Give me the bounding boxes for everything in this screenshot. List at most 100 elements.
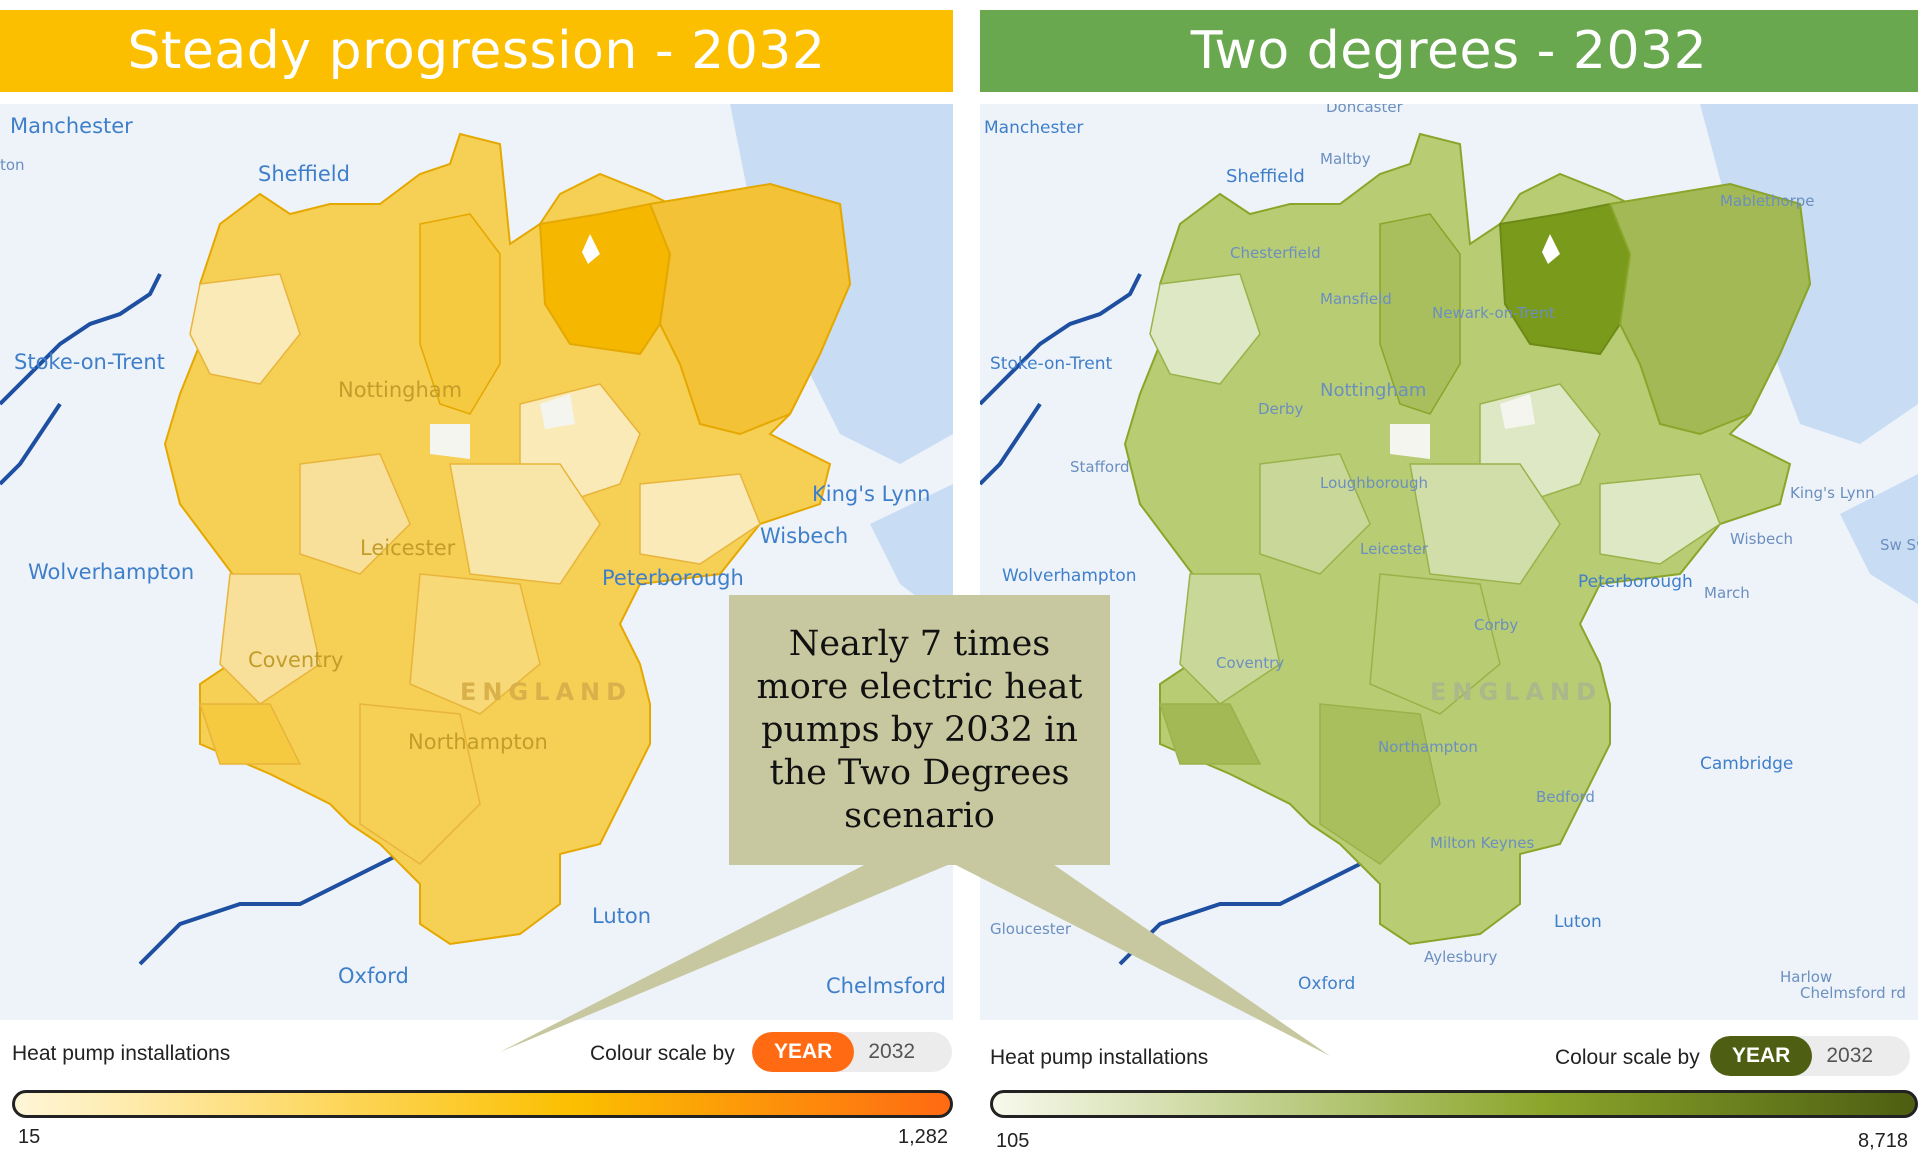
toggle-year-option[interactable]: YEAR [1710, 1036, 1813, 1076]
sea-area [1840, 474, 1918, 604]
district-none [582, 234, 600, 264]
place-label: Chelmsford rd [1800, 984, 1906, 1002]
place-label: Northampton [408, 730, 548, 754]
place-label: Mablethorpe [1720, 192, 1815, 210]
country-border [0, 273, 421, 966]
district [198, 703, 302, 765]
place-label: Harlow [1780, 968, 1833, 986]
panel-title: Steady progression - 2032 [0, 10, 953, 92]
toggle-2032-option[interactable]: 2032 [868, 1040, 916, 1063]
gradient-max-label: 1,282 [898, 1126, 949, 1148]
place-label: Leicester [1360, 540, 1429, 558]
toggle-2032-option[interactable]: 2032 [1826, 1044, 1874, 1067]
district-low [449, 463, 601, 585]
district-low [1259, 453, 1371, 575]
colour-scale-label: Colour scale by [590, 1042, 735, 1065]
place-label: ton [0, 156, 25, 174]
place-label: ENGLAND [1430, 678, 1603, 706]
legend-title: Heat pump installations [990, 1046, 1209, 1069]
place-label: Northampton [1378, 738, 1478, 756]
toggle-year-option[interactable]: YEAR [752, 1032, 855, 1072]
place-label: Cambridge [1700, 754, 1794, 774]
colour-scale-label: Colour scale by [1555, 1046, 1700, 1069]
district-low [1149, 273, 1261, 385]
district-none [1542, 234, 1560, 264]
place-label: Coventry [248, 648, 344, 672]
district-low [639, 473, 761, 565]
place-label: Loughborough [1320, 474, 1429, 492]
gradient-min-label: 15 [18, 1126, 41, 1148]
place-label: Wolverhampton [28, 560, 195, 584]
place-label: Manchester [984, 118, 1084, 138]
place-label: Stafford [1070, 458, 1130, 476]
place-label: Peterborough [602, 566, 744, 590]
place-label: Newark-on-Trent [1432, 304, 1555, 322]
place-label: Aylesbury [1424, 948, 1498, 966]
place-label: Maltby [1320, 150, 1371, 168]
map-view[interactable]: Doncaster Manchester Maltby Sheffield Ma… [980, 104, 1918, 1020]
place-label: Mansfield [1320, 290, 1392, 308]
place-label: Bedford [1536, 788, 1595, 806]
place-label: Coventry [1216, 654, 1285, 672]
district-low [189, 273, 301, 385]
district-none [1390, 424, 1430, 459]
district-mid-high [648, 182, 852, 436]
place-label: Luton [592, 904, 652, 928]
district-low [1599, 473, 1721, 565]
panel-title: Two degrees - 2032 [980, 10, 1918, 92]
place-label: ENGLAND [460, 678, 633, 706]
district [419, 213, 501, 415]
district-none [540, 394, 575, 429]
district-low [299, 453, 411, 575]
gradient-min-label: 105 [996, 1130, 1030, 1152]
place-label: Gloucester [990, 920, 1072, 938]
district-mid-high [1608, 182, 1812, 436]
place-label: Nottingham [338, 378, 463, 402]
callout-box: Nearly 7 times more electric heat pumps … [729, 595, 1110, 865]
place-label: Derby [1258, 400, 1304, 418]
district [1158, 703, 1262, 765]
place-label: Leicester [360, 536, 456, 560]
place-label: Sheffield [1226, 166, 1305, 187]
colour-scale-toggle[interactable]: YEAR 2032 [752, 1032, 952, 1072]
place-label: Sheffield [258, 162, 350, 186]
district [1379, 213, 1461, 415]
district-low [219, 573, 321, 705]
map-canvas [0, 104, 953, 966]
place-label: Doncaster [1326, 104, 1403, 116]
place-label: Oxford [338, 964, 409, 988]
district-low [1179, 573, 1281, 705]
place-label: Stoke-on-Trent [14, 350, 165, 374]
colour-scale-toggle[interactable]: YEAR 2032 [1710, 1036, 1910, 1076]
place-label: Stoke-on-Trent [990, 354, 1113, 374]
place-label: Wisbech [1730, 530, 1793, 548]
map-view[interactable]: Manchester ton Sheffield Stoke-on-Trent … [0, 104, 953, 1020]
district [359, 703, 481, 865]
place-label: Chesterfield [1230, 244, 1321, 262]
place-label: March [1704, 584, 1750, 602]
district [409, 573, 541, 715]
district-none [1500, 394, 1535, 429]
colour-gradient-bar [12, 1090, 953, 1118]
place-label: Wolverhampton [1002, 566, 1137, 586]
steady-progression-panel: Steady progression - 2032 [0, 0, 953, 1160]
place-label: Oxford [1298, 974, 1356, 994]
place-label: Manchester [10, 114, 133, 138]
place-label: Wisbech [760, 524, 849, 548]
place-label: Nottingham [1320, 380, 1427, 401]
district-low [1409, 463, 1561, 585]
legend-title: Heat pump installations [12, 1042, 231, 1065]
place-label: Chelmsford [826, 974, 946, 998]
district [1369, 573, 1501, 715]
place-label: Sw Sw [1880, 536, 1918, 554]
map-canvas [980, 104, 1918, 966]
place-label: Luton [1554, 912, 1602, 932]
two-degrees-panel: Two degrees - 2032 Doncaster Manchester … [980, 0, 1918, 1160]
district [1319, 703, 1441, 865]
place-label: King's Lynn [1790, 484, 1875, 502]
district-none [430, 424, 470, 459]
place-label: Corby [1474, 616, 1519, 634]
gradient-max-label: 8,718 [1858, 1130, 1909, 1152]
colour-gradient-bar [990, 1090, 1918, 1118]
sea-area [870, 484, 953, 624]
